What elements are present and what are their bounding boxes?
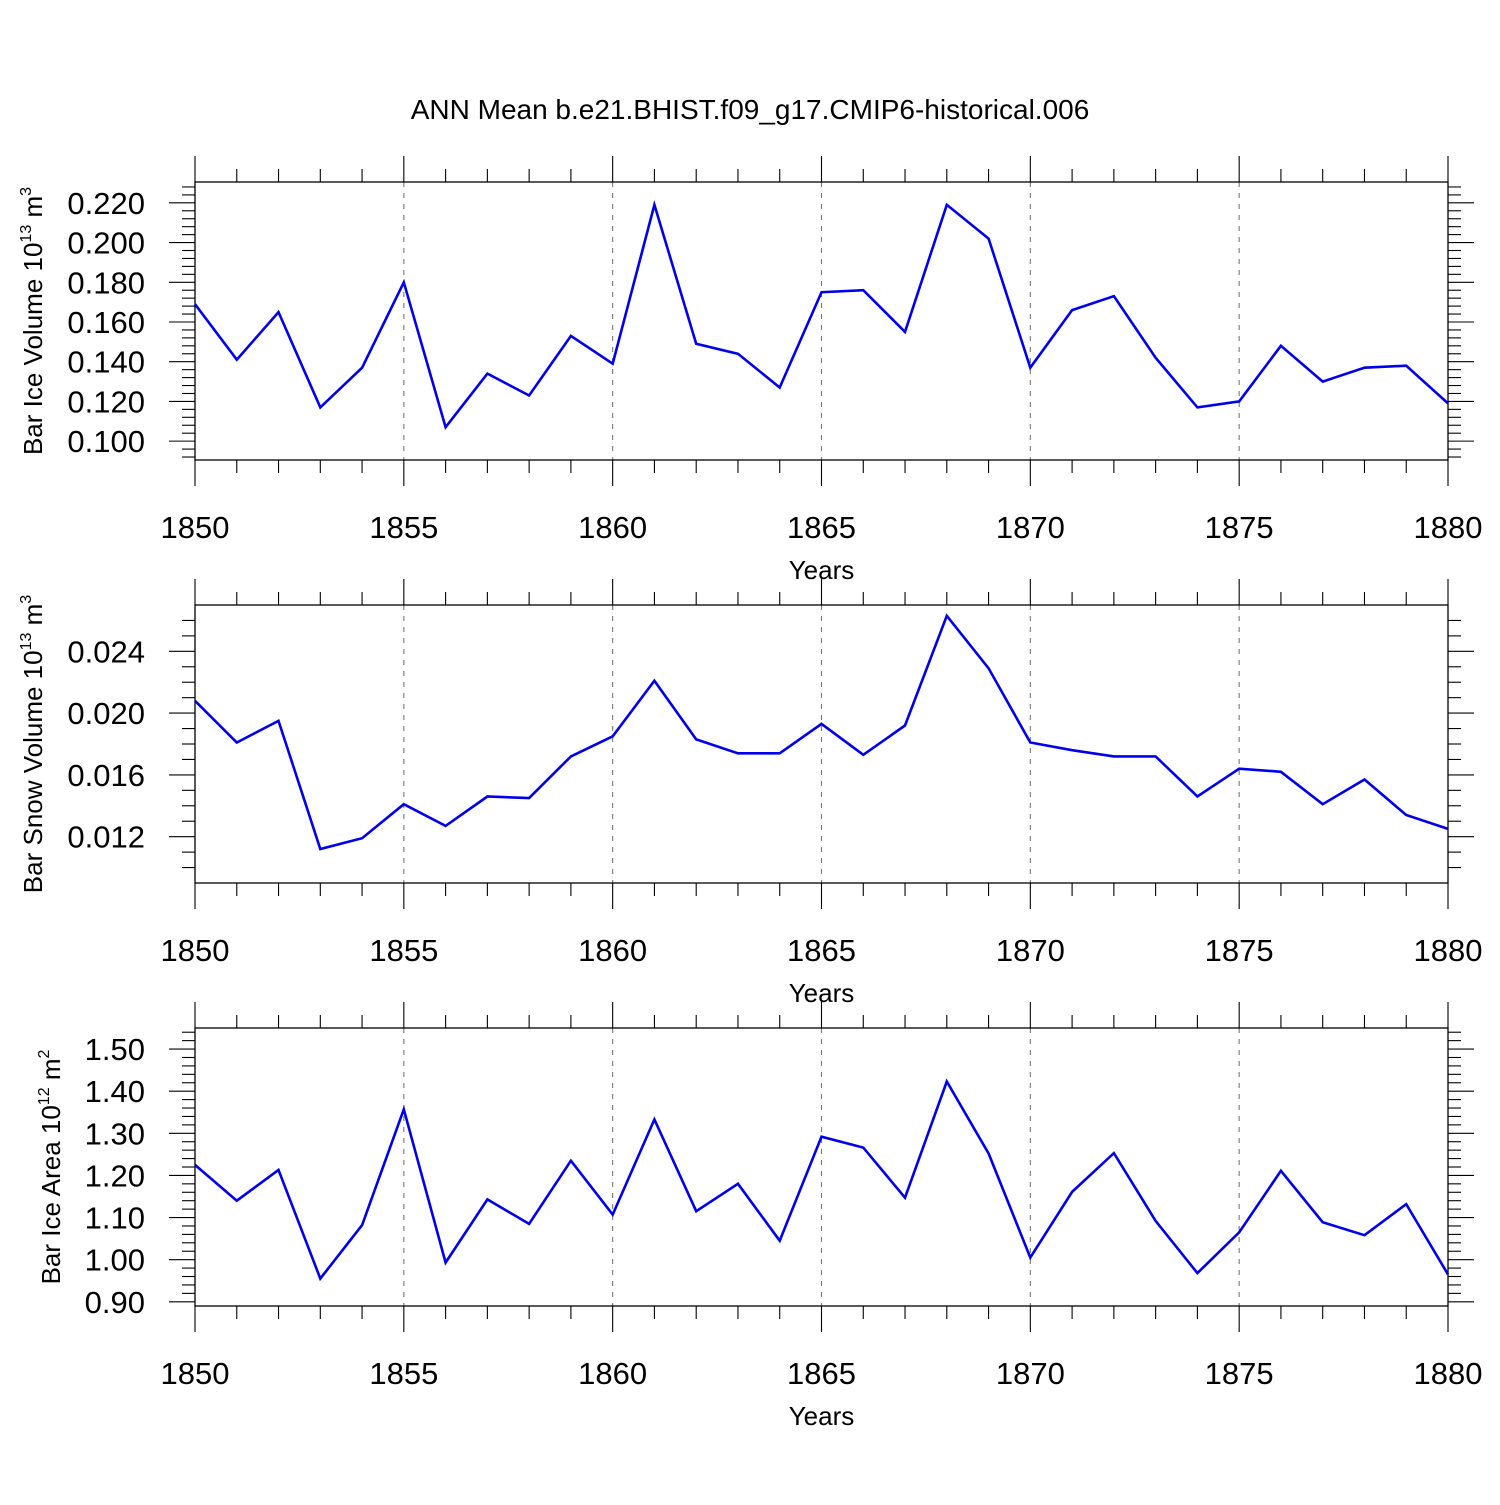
x-axis-label: Years xyxy=(789,1401,855,1431)
y-axis-label-superscript: 12 xyxy=(36,1087,53,1105)
series-line xyxy=(194,1078,1450,1282)
x-tick-label: 1870 xyxy=(996,510,1065,545)
y-tick-label: 1.50 xyxy=(85,1032,145,1067)
figure-title: ANN Mean b.e21.BHIST.f09_g17.CMIP6-histo… xyxy=(411,94,1090,125)
x-tick-label: 1880 xyxy=(1414,510,1483,545)
y-tick-label: 1.20 xyxy=(85,1158,145,1193)
y-axis-label-superscript: 3 xyxy=(18,187,35,196)
y-axis-label-superscript: 3 xyxy=(18,595,35,604)
y-tick-label: 0.220 xyxy=(67,186,145,221)
x-tick-label: 1865 xyxy=(787,1356,856,1391)
y-axis-label-text: Bar Ice Area 10 xyxy=(36,1105,66,1284)
y-tick-label: 0.016 xyxy=(67,758,145,793)
y-tick-label: 0.140 xyxy=(67,345,145,380)
x-tick-label: 1870 xyxy=(996,1356,1065,1391)
x-tick-label: 1850 xyxy=(161,1356,230,1391)
y-axis-label: Bar Snow Volume 1013 m3 xyxy=(18,595,48,894)
y-axis-label-text: m xyxy=(18,196,48,225)
x-tick-label: 1850 xyxy=(161,510,230,545)
y-tick-label: 0.012 xyxy=(67,820,145,855)
panels-group: 0.100 0.120 0.140 0.160 0.180 0.200 0.220 1850 1… xyxy=(18,156,1482,1431)
y-tick-label: 0.90 xyxy=(85,1285,145,1320)
plot-frame xyxy=(194,604,1449,884)
y-tick-label: 0.100 xyxy=(67,424,145,459)
x-tick-label: 1855 xyxy=(369,1356,438,1391)
y-tick-label: 0.160 xyxy=(67,305,145,340)
y-axis-label-superscript: 13 xyxy=(18,225,35,243)
x-tick-label: 1860 xyxy=(578,1356,647,1391)
x-tick-label: 1880 xyxy=(1414,933,1483,968)
x-tick-label: 1875 xyxy=(1205,933,1274,968)
y-tick-label: 1.30 xyxy=(85,1116,145,1151)
y-axis-label-text: Bar Ice Volume 10 xyxy=(18,243,48,455)
x-tick-label: 1860 xyxy=(578,933,647,968)
y-axis-label: Bar Ice Area 1012 m2 xyxy=(36,1049,66,1284)
y-tick-label: 0.120 xyxy=(67,384,145,419)
series-line xyxy=(193,200,1449,431)
x-tick-label: 1850 xyxy=(161,933,230,968)
x-tick-label: 1870 xyxy=(996,933,1065,968)
x-tick-label: 1875 xyxy=(1205,1356,1274,1391)
panel-3: 0.90 1.00 1.10 1.20 1.30 1.40 1.50 1850 1855 1860… xyxy=(36,1002,1482,1431)
y-tick-label: 0.020 xyxy=(67,696,145,731)
y-tick-label: 1.40 xyxy=(85,1074,145,1109)
panel-1: 0.100 0.120 0.140 0.160 0.180 0.200 0.220 1850 1… xyxy=(18,156,1482,585)
y-axis-label-text: Bar Snow Volume 10 xyxy=(18,650,48,893)
x-tick-label: 1880 xyxy=(1414,1356,1483,1391)
x-tick-label: 1860 xyxy=(578,510,647,545)
y-axis-label-text: m xyxy=(36,1058,66,1087)
panel-2: 0.012 0.016 0.020 0.024 1850 1855 1860 1865 1870… xyxy=(18,579,1482,1008)
series-line xyxy=(194,613,1449,851)
y-axis-label-text: m xyxy=(18,604,48,633)
y-tick-label: 1.00 xyxy=(85,1243,145,1278)
y-tick-label: 0.024 xyxy=(67,634,145,669)
x-tick-label: 1855 xyxy=(369,933,438,968)
x-tick-label: 1875 xyxy=(1205,510,1274,545)
y-tick-label: 0.180 xyxy=(67,265,145,300)
y-axis-label: Bar Ice Volume 1013 m3 xyxy=(18,187,48,455)
y-axis-label-superscript: 13 xyxy=(18,632,35,650)
plot-frame xyxy=(194,181,1449,461)
x-tick-label: 1865 xyxy=(787,510,856,545)
x-tick-label: 1855 xyxy=(369,510,438,545)
y-axis-label-superscript: 2 xyxy=(36,1049,53,1058)
x-tick-label: 1865 xyxy=(787,933,856,968)
y-tick-label: 1.10 xyxy=(85,1201,145,1236)
y-tick-label: 0.200 xyxy=(67,226,145,261)
